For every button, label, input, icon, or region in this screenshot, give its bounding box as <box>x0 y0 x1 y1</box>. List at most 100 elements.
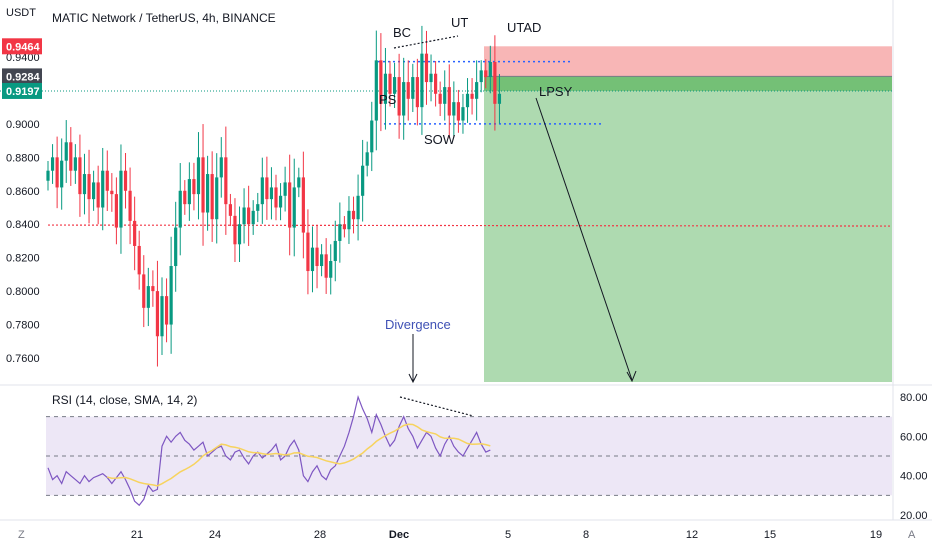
candle-body[interactable] <box>324 254 328 278</box>
candle-body[interactable] <box>479 70 483 83</box>
candle-body[interactable] <box>228 204 232 216</box>
candle-body[interactable] <box>50 157 55 171</box>
candle-body[interactable] <box>55 157 59 188</box>
candle-body[interactable] <box>110 190 114 195</box>
candle-body[interactable] <box>64 142 68 161</box>
candle-body[interactable] <box>434 73 438 94</box>
candle-body[interactable] <box>320 254 324 267</box>
candle-body[interactable] <box>297 177 301 188</box>
candle-body[interactable] <box>365 152 369 166</box>
candle-body[interactable] <box>119 170 123 228</box>
candle-body[interactable] <box>370 120 374 153</box>
candle-body[interactable] <box>92 182 96 200</box>
candle-body[interactable] <box>292 187 296 228</box>
candle-body[interactable] <box>46 170 50 181</box>
candle-body[interactable] <box>333 240 337 262</box>
candle-body[interactable] <box>306 232 310 272</box>
candle-body[interactable] <box>388 73 392 94</box>
risk-reward-zones[interactable] <box>484 46 892 383</box>
candle-body[interactable] <box>392 77 397 94</box>
candle-body[interactable] <box>475 82 479 99</box>
take-profit-zone[interactable] <box>484 76 892 383</box>
candle-body[interactable] <box>402 82 406 116</box>
candle-body[interactable] <box>461 107 465 121</box>
stop-loss-zone[interactable] <box>484 46 892 77</box>
auto-scale-icon[interactable]: A <box>908 529 916 541</box>
candle-body[interactable] <box>69 142 73 171</box>
candle-body[interactable] <box>488 62 492 78</box>
candle-body[interactable] <box>247 207 251 225</box>
candle-body[interactable] <box>169 266 173 325</box>
candle-body[interactable] <box>183 190 187 205</box>
candle-body[interactable] <box>192 179 196 195</box>
candle-body[interactable] <box>269 187 274 200</box>
candle-body[interactable] <box>288 182 292 228</box>
candle-body[interactable] <box>484 70 488 78</box>
candles[interactable] <box>46 25 502 367</box>
candle-body[interactable] <box>497 93 502 104</box>
time-axis[interactable]: 21 24 28 Dec 5 8 12 15 19 <box>131 529 882 541</box>
support-level-line[interactable] <box>47 224 893 227</box>
candle-body[interactable] <box>96 182 100 208</box>
candle-body[interactable] <box>465 93 470 108</box>
candle-body[interactable] <box>251 210 255 225</box>
candle-body[interactable] <box>242 207 246 225</box>
candle-body[interactable] <box>356 195 360 220</box>
candle-body[interactable] <box>447 87 451 116</box>
candle-body[interactable] <box>206 174 210 213</box>
candle-body[interactable] <box>82 174 87 195</box>
candle-body[interactable] <box>361 165 365 196</box>
candle-body[interactable] <box>178 190 182 228</box>
candle-body[interactable] <box>278 195 283 208</box>
candle-body[interactable] <box>73 157 77 171</box>
candle-body[interactable] <box>342 224 346 230</box>
timezone-icon[interactable]: Z <box>18 529 25 541</box>
candle-body[interactable] <box>310 247 315 272</box>
candle-body[interactable] <box>196 157 201 195</box>
candle-body[interactable] <box>374 60 378 121</box>
candle-body[interactable] <box>224 157 228 205</box>
candle-body[interactable] <box>379 60 383 104</box>
candle-body[interactable] <box>260 177 264 205</box>
rsi-ma-line[interactable] <box>107 423 491 487</box>
rsi-divergence-line[interactable] <box>399 396 473 417</box>
candle-body[interactable] <box>123 170 128 191</box>
candle-body[interactable] <box>315 247 319 267</box>
candle-body[interactable] <box>420 53 424 108</box>
candle-body[interactable] <box>87 174 91 200</box>
candle-body[interactable] <box>146 286 150 308</box>
candle-body[interactable] <box>133 220 137 246</box>
candle-body[interactable] <box>60 160 64 188</box>
candle-body[interactable] <box>142 274 146 308</box>
candle-body[interactable] <box>351 210 356 220</box>
candle-body[interactable] <box>347 210 351 230</box>
candle-body[interactable] <box>470 93 474 99</box>
price-axis[interactable]: 0.9400 0.9000 0.8800 0.8600 0.8400 0.8200 0.80… <box>6 52 40 365</box>
candle-body[interactable] <box>493 62 497 104</box>
candle-body[interactable] <box>452 102 456 116</box>
candle-body[interactable] <box>397 77 401 116</box>
candle-body[interactable] <box>128 190 132 221</box>
bc-ut-trendline[interactable] <box>393 35 459 49</box>
candle-body[interactable] <box>406 82 410 99</box>
drawings[interactable] <box>393 35 637 384</box>
candle-body[interactable] <box>151 286 155 292</box>
candle-body[interactable] <box>233 215 237 245</box>
candle-body[interactable] <box>256 204 260 211</box>
candle-body[interactable] <box>215 177 219 220</box>
candle-body[interactable] <box>114 194 118 228</box>
candle-body[interactable] <box>237 224 242 245</box>
candle-body[interactable] <box>438 93 442 104</box>
candle-body[interactable] <box>443 87 447 104</box>
candle-body[interactable] <box>164 296 169 325</box>
projection-arrow-line[interactable] <box>535 97 633 381</box>
candle-body[interactable] <box>210 174 214 220</box>
candle-body[interactable] <box>383 73 388 104</box>
candle-body[interactable] <box>105 170 109 191</box>
rsi-pane[interactable]: 80.00 60.00 40.00 20.00 <box>46 392 928 522</box>
horizontal-levels[interactable] <box>0 60 893 227</box>
candle-body[interactable] <box>201 157 205 213</box>
candle-body[interactable] <box>429 73 433 83</box>
candle-body[interactable] <box>424 53 429 83</box>
